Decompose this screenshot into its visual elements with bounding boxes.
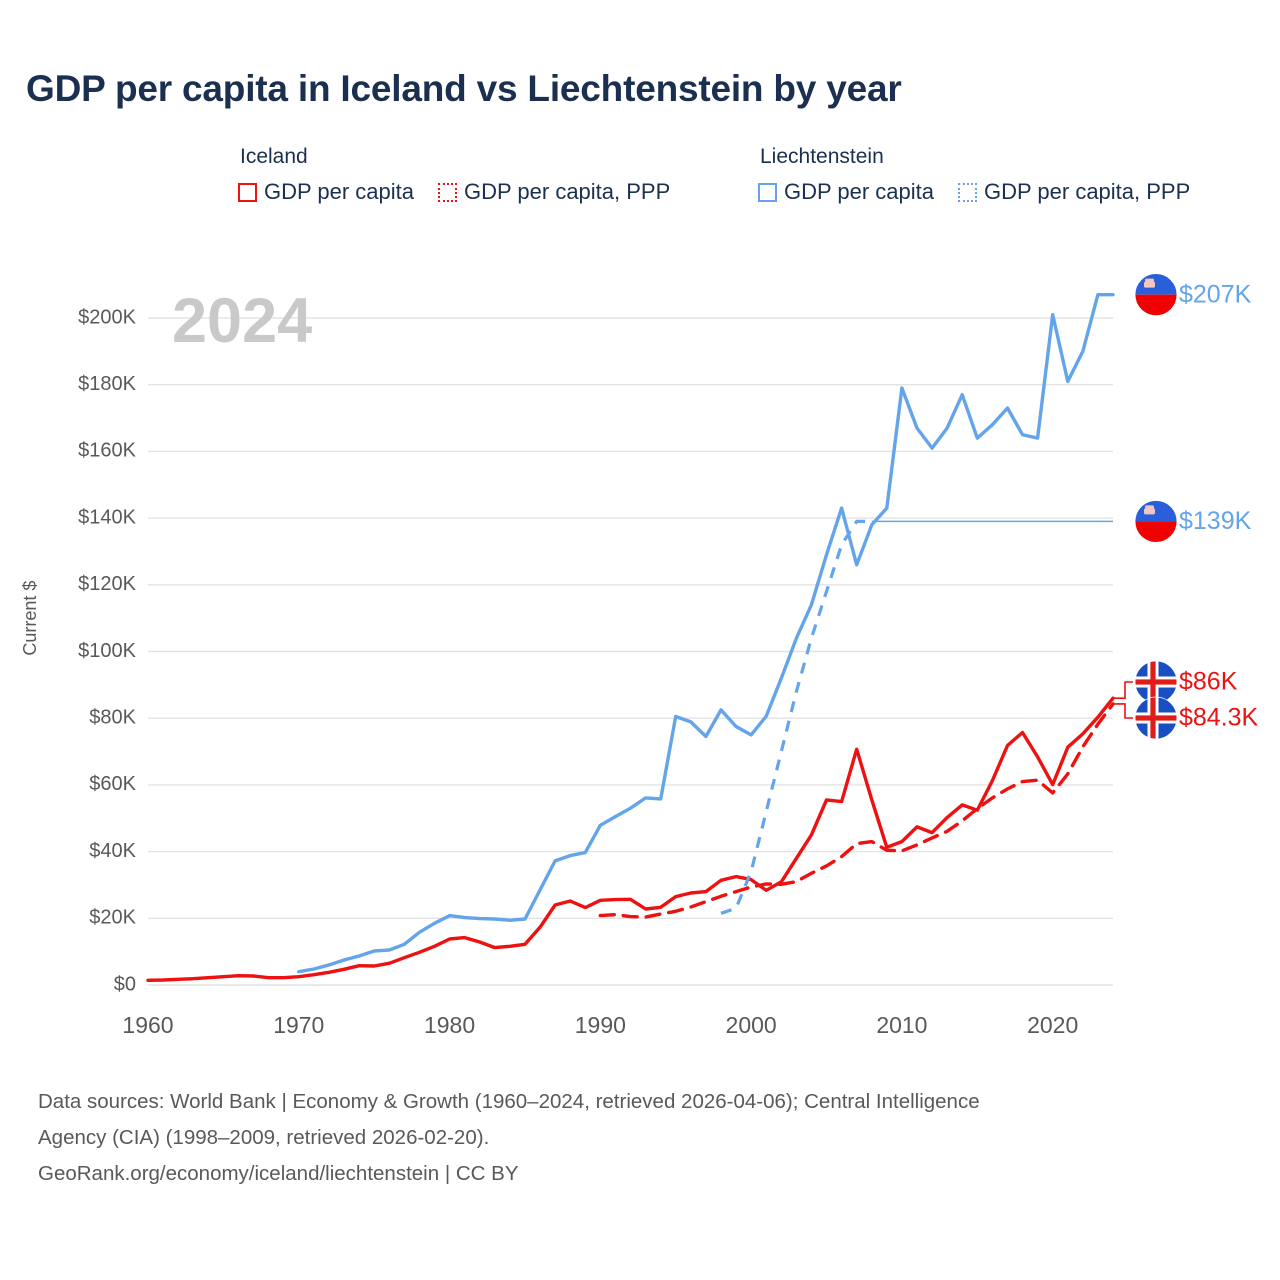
end-label-iceland-gdp-per-capita: $86K [1134,660,1238,704]
end-label-value: $84.3K [1179,704,1259,732]
legend-country-liechtenstein: Liechtenstein [760,145,884,168]
legend-swatch-dotted-icon [958,182,978,202]
year-watermark: 2024 [172,286,312,356]
gridlines [148,317,1113,986]
x-axis-tick-label: 1970 [273,1012,324,1038]
footer-line-1: Data sources: World Bank | Economy & Gro… [38,1090,980,1113]
legend-country-iceland: Iceland [240,145,308,168]
legend-item-liechtenstein-gdp-per-capita-ppp[interactable]: GDP per capita, PPP [958,179,1190,205]
legend-label: GDP per capita [784,179,935,204]
legend-item-liechtenstein-gdp-per-capita[interactable]: GDP per capita [758,179,934,205]
series-line-iceland-gdp-per-capita-ppp [598,702,1115,919]
y-axis-ticks: $0 $20K $40K $60K $80K $100K $120K $140K $160K $1… [78,306,136,995]
x-axis-tick-label: 1960 [122,1012,173,1038]
y-axis-tick-label: $60K [89,773,136,795]
x-axis-tick-label: 2020 [1027,1012,1078,1038]
legend-group-liechtenstein: Liechtenstein GDP per capita GDP per cap… [758,145,1190,205]
y-axis-tick-label: $140K [78,506,136,528]
end-label-liechtenstein-gdp-per-capita: $207K [1134,273,1252,317]
legend-swatch-solid-icon [758,182,777,202]
y-axis-tick-label: $200K [78,306,136,328]
end-label-iceland-gdp-per-capita-ppp: $84.3K [1134,696,1259,740]
legend-swatch-dotted-icon [438,182,458,202]
y-axis-tick-label: $100K [78,640,136,662]
y-axis-tick-label: $160K [78,440,136,462]
footer-sources: Data sources: World Bank | Economy & Gro… [38,1086,1248,1189]
leader-lines [1113,681,1133,719]
legend-group-iceland: Iceland GDP per capita GDP per capita, P… [238,145,670,205]
x-axis-tick-label: 2000 [726,1012,777,1038]
y-axis-tick-label: $0 [114,973,136,995]
legend-label: GDP per capita, PPP [464,179,671,204]
legend-label: GDP per capita [264,179,415,204]
series-line-liechtenstein-ppp [720,519,872,915]
legend-item-iceland-gdp-per-capita-ppp[interactable]: GDP per capita, PPP [438,179,670,205]
x-axis-ticks: 1960 1970 1980 1990 2000 2010 2020 [122,1012,1078,1038]
page-title: GDP per capita in Iceland vs Liechtenste… [26,68,902,109]
legend-swatch-solid-icon [238,182,257,202]
y-axis-tick-label: $180K [78,373,136,395]
y-axis-tick-label: $40K [89,840,136,862]
y-axis-tick-label: $120K [78,573,136,595]
end-label-value: $139K [1179,507,1252,535]
chart-legend: Iceland GDP per capita GDP per capita, P… [238,145,1258,215]
plot-area: $0 $20K $40K $60K $80K $100K $120K $140K $160K $1… [0,250,1280,1060]
legend-item-iceland-gdp-per-capita[interactable]: GDP per capita [238,179,414,205]
x-axis-tick-label: 2010 [876,1012,927,1038]
end-label-liechtenstein-gdp-per-capita-ppp: $139K [1134,500,1252,543]
series-line-iceland-gdp-per-capita [146,696,1115,982]
footer-line-3[interactable]: GeoRank.org/economy/iceland/liechtenstei… [38,1161,519,1185]
chart-svg: $0 $20K $40K $60K $80K $100K $120K $140K $160K $1… [20,273,1259,1038]
series-line-liechtenstein-gdp-per-capita [297,293,1115,974]
x-axis-tick-label: 1990 [575,1012,626,1038]
y-axis-tick-label: $80K [89,706,136,728]
x-axis-tick-label: 1980 [424,1012,475,1038]
legend-label: GDP per capita, PPP [984,179,1191,204]
end-labels: $207K $139K $86K $84.3K [1134,273,1259,740]
end-label-value: $86K [1179,668,1238,696]
y-axis-title: Current $ [20,581,40,656]
footer-line-2: Agency (CIA) (1998–2009, retrieved 2026-… [38,1125,490,1149]
y-axis-tick-label: $20K [89,907,136,929]
data-series-layer [146,293,1115,982]
end-label-value: $207K [1179,280,1252,308]
